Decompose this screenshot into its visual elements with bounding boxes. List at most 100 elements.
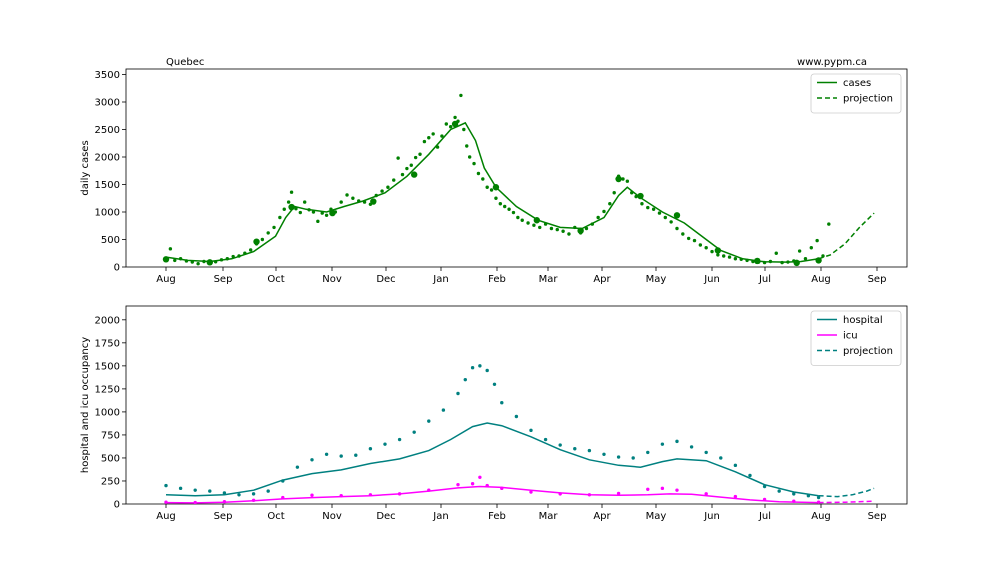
observation-point bbox=[646, 450, 650, 455]
observation-point bbox=[526, 221, 530, 225]
x-tick-label: Nov bbox=[322, 511, 342, 522]
observation-point bbox=[625, 179, 630, 183]
observation-point bbox=[797, 249, 802, 253]
observation-point bbox=[529, 428, 533, 433]
observation-point bbox=[803, 257, 808, 261]
observation-point bbox=[631, 456, 635, 460]
observation-point bbox=[498, 202, 503, 206]
observation-point bbox=[272, 225, 276, 230]
observation-point bbox=[196, 262, 200, 266]
highlighted-point bbox=[451, 120, 459, 128]
x-tick-label: Nov bbox=[322, 274, 342, 285]
x-tick-label: Oct bbox=[267, 274, 284, 285]
legend: hospital icu projection bbox=[810, 310, 902, 366]
x-tick-label: Mar bbox=[539, 511, 559, 522]
observation-point bbox=[646, 487, 650, 491]
highlighted-point bbox=[329, 209, 336, 217]
observation-point bbox=[409, 163, 413, 167]
x-tick-label: Sep bbox=[868, 274, 887, 285]
observation-point bbox=[514, 414, 519, 419]
observation-point bbox=[727, 255, 732, 259]
highlighted-point bbox=[673, 212, 681, 219]
observation-point bbox=[596, 215, 600, 220]
x-tick-label: Aug bbox=[156, 511, 176, 522]
data-layer bbox=[164, 364, 875, 504]
observation-point bbox=[351, 196, 355, 200]
x-tick-label: Sep bbox=[214, 274, 233, 285]
observation-point bbox=[612, 191, 616, 195]
observation-point bbox=[692, 238, 697, 243]
y-tick-label: 2000 bbox=[95, 153, 120, 164]
observation-point bbox=[208, 489, 212, 493]
observation-point bbox=[716, 253, 720, 257]
x-tick-label: Apr bbox=[593, 511, 611, 522]
observation-point bbox=[538, 225, 542, 230]
x-tick-label: Jun bbox=[703, 274, 720, 285]
observation-point bbox=[584, 226, 589, 231]
observation-point bbox=[689, 445, 694, 449]
y-tick-label: 1500 bbox=[95, 180, 120, 191]
y-tick-label: 750 bbox=[101, 430, 120, 441]
series-line-projection bbox=[818, 487, 875, 498]
x-tick-label: Jul bbox=[758, 511, 771, 522]
y-tick-label: 250 bbox=[101, 476, 120, 487]
observation-point bbox=[507, 207, 511, 211]
y-tick-label: 500 bbox=[101, 453, 120, 464]
observation-point bbox=[298, 210, 303, 215]
y-tick-label: 1250 bbox=[95, 384, 120, 395]
observation-point bbox=[494, 196, 498, 200]
observation-point bbox=[816, 495, 821, 500]
x-tick-label: Oct bbox=[267, 511, 284, 522]
x-tick-label: Aug bbox=[156, 274, 176, 285]
legend: cases projection bbox=[810, 73, 902, 114]
y-tick-label: 500 bbox=[101, 235, 120, 246]
observation-point bbox=[248, 248, 253, 252]
observation-point bbox=[529, 490, 533, 494]
observation-point bbox=[266, 231, 270, 235]
observation-point bbox=[660, 442, 665, 446]
observation-point bbox=[178, 486, 183, 491]
observation-point bbox=[651, 207, 656, 211]
observation-point bbox=[440, 134, 444, 138]
observation-point bbox=[602, 452, 606, 456]
y-tick-label: 1500 bbox=[95, 361, 120, 372]
observation-point bbox=[294, 207, 298, 211]
y-tick-label: 2000 bbox=[95, 315, 120, 326]
observation-point bbox=[520, 218, 524, 222]
observation-point bbox=[476, 171, 481, 176]
x-tick-label: Dec bbox=[376, 511, 395, 522]
observation-point bbox=[441, 408, 446, 412]
y-tick-label: 0 bbox=[114, 500, 120, 511]
observation-point bbox=[453, 115, 457, 120]
observation-point bbox=[465, 144, 469, 148]
source-label: www.pypm.ca bbox=[797, 57, 867, 68]
observation-point bbox=[478, 364, 482, 368]
observation-point bbox=[311, 210, 316, 214]
x-tick-label: Jun bbox=[703, 511, 720, 522]
observation-point bbox=[380, 189, 384, 193]
observation-point bbox=[573, 447, 577, 451]
observation-point bbox=[567, 232, 571, 236]
y-tick-label: 3500 bbox=[95, 70, 120, 81]
x-tick-label: Sep bbox=[214, 511, 233, 522]
observation-point bbox=[316, 219, 320, 224]
observation-point bbox=[431, 132, 435, 136]
observation-point bbox=[733, 463, 738, 468]
x-tick-label: Apr bbox=[593, 274, 611, 285]
observation-point bbox=[396, 156, 400, 160]
observation-point bbox=[646, 205, 650, 210]
observation-point bbox=[339, 454, 343, 458]
y-tick-label: 3000 bbox=[95, 98, 120, 109]
observation-point bbox=[809, 246, 814, 250]
x-tick-label: May bbox=[646, 511, 667, 522]
observation-point bbox=[386, 185, 390, 189]
x-tick-label: Jan bbox=[432, 511, 448, 522]
observation-point bbox=[704, 450, 708, 455]
y-tick-label: 1000 bbox=[95, 208, 120, 219]
plot-frame bbox=[125, 305, 908, 505]
observation-point bbox=[260, 237, 265, 242]
observation-point bbox=[459, 93, 463, 98]
observation-point bbox=[427, 136, 431, 140]
highlighted-point bbox=[370, 198, 377, 205]
observation-point bbox=[608, 202, 612, 206]
